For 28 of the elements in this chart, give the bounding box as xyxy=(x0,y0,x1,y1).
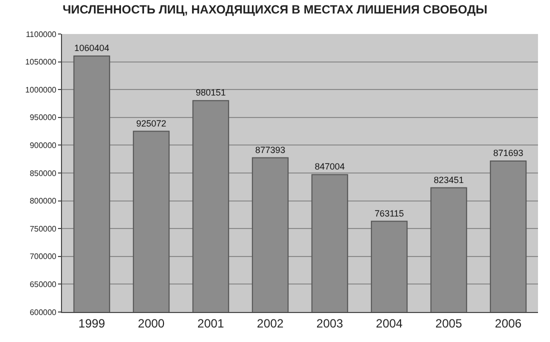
x-tick-label: 2004 xyxy=(376,316,403,330)
x-tick-label: 2005 xyxy=(435,316,462,330)
y-tick-label: 750000 xyxy=(30,224,57,234)
x-tick-label: 2006 xyxy=(494,316,522,330)
y-tick-label: 600000 xyxy=(30,308,57,317)
y-tick-label: 700000 xyxy=(30,252,57,262)
y-tick-label: 950000 xyxy=(30,113,57,122)
data-label: 823451 xyxy=(434,174,464,185)
y-tick-label: 1100000 xyxy=(26,30,57,39)
y-tick-label: 900000 xyxy=(30,141,57,150)
data-label: 877393 xyxy=(255,144,286,155)
data-label: 871693 xyxy=(493,148,524,158)
y-tick-label: 800000 xyxy=(30,196,57,206)
x-tick-label: 2003 xyxy=(316,316,344,330)
data-label: 1060404 xyxy=(74,43,110,54)
x-tick-label: 2001 xyxy=(197,316,224,330)
data-label: 763115 xyxy=(374,208,404,218)
data-label: 925072 xyxy=(136,118,166,128)
data-label: 847004 xyxy=(314,162,345,172)
y-tick-label: 1050000 xyxy=(25,58,57,67)
x-tick-label: 2000 xyxy=(138,316,165,330)
x-tick-label: 2002 xyxy=(256,316,284,330)
y-tick-label: 850000 xyxy=(30,168,57,178)
x-tick-label: 1999 xyxy=(78,316,106,330)
data-label: 980151 xyxy=(196,88,226,98)
chart-title: ЧИСЛЕННОСТЬ ЛИЦ, НАХОДЯЩИХСЯ В МЕСТАХ ЛИШЕНИЯ СВОБОДЫ xyxy=(62,2,488,17)
y-tick-label: 650000 xyxy=(30,280,57,289)
y-tick-label: 1000000 xyxy=(25,85,57,94)
